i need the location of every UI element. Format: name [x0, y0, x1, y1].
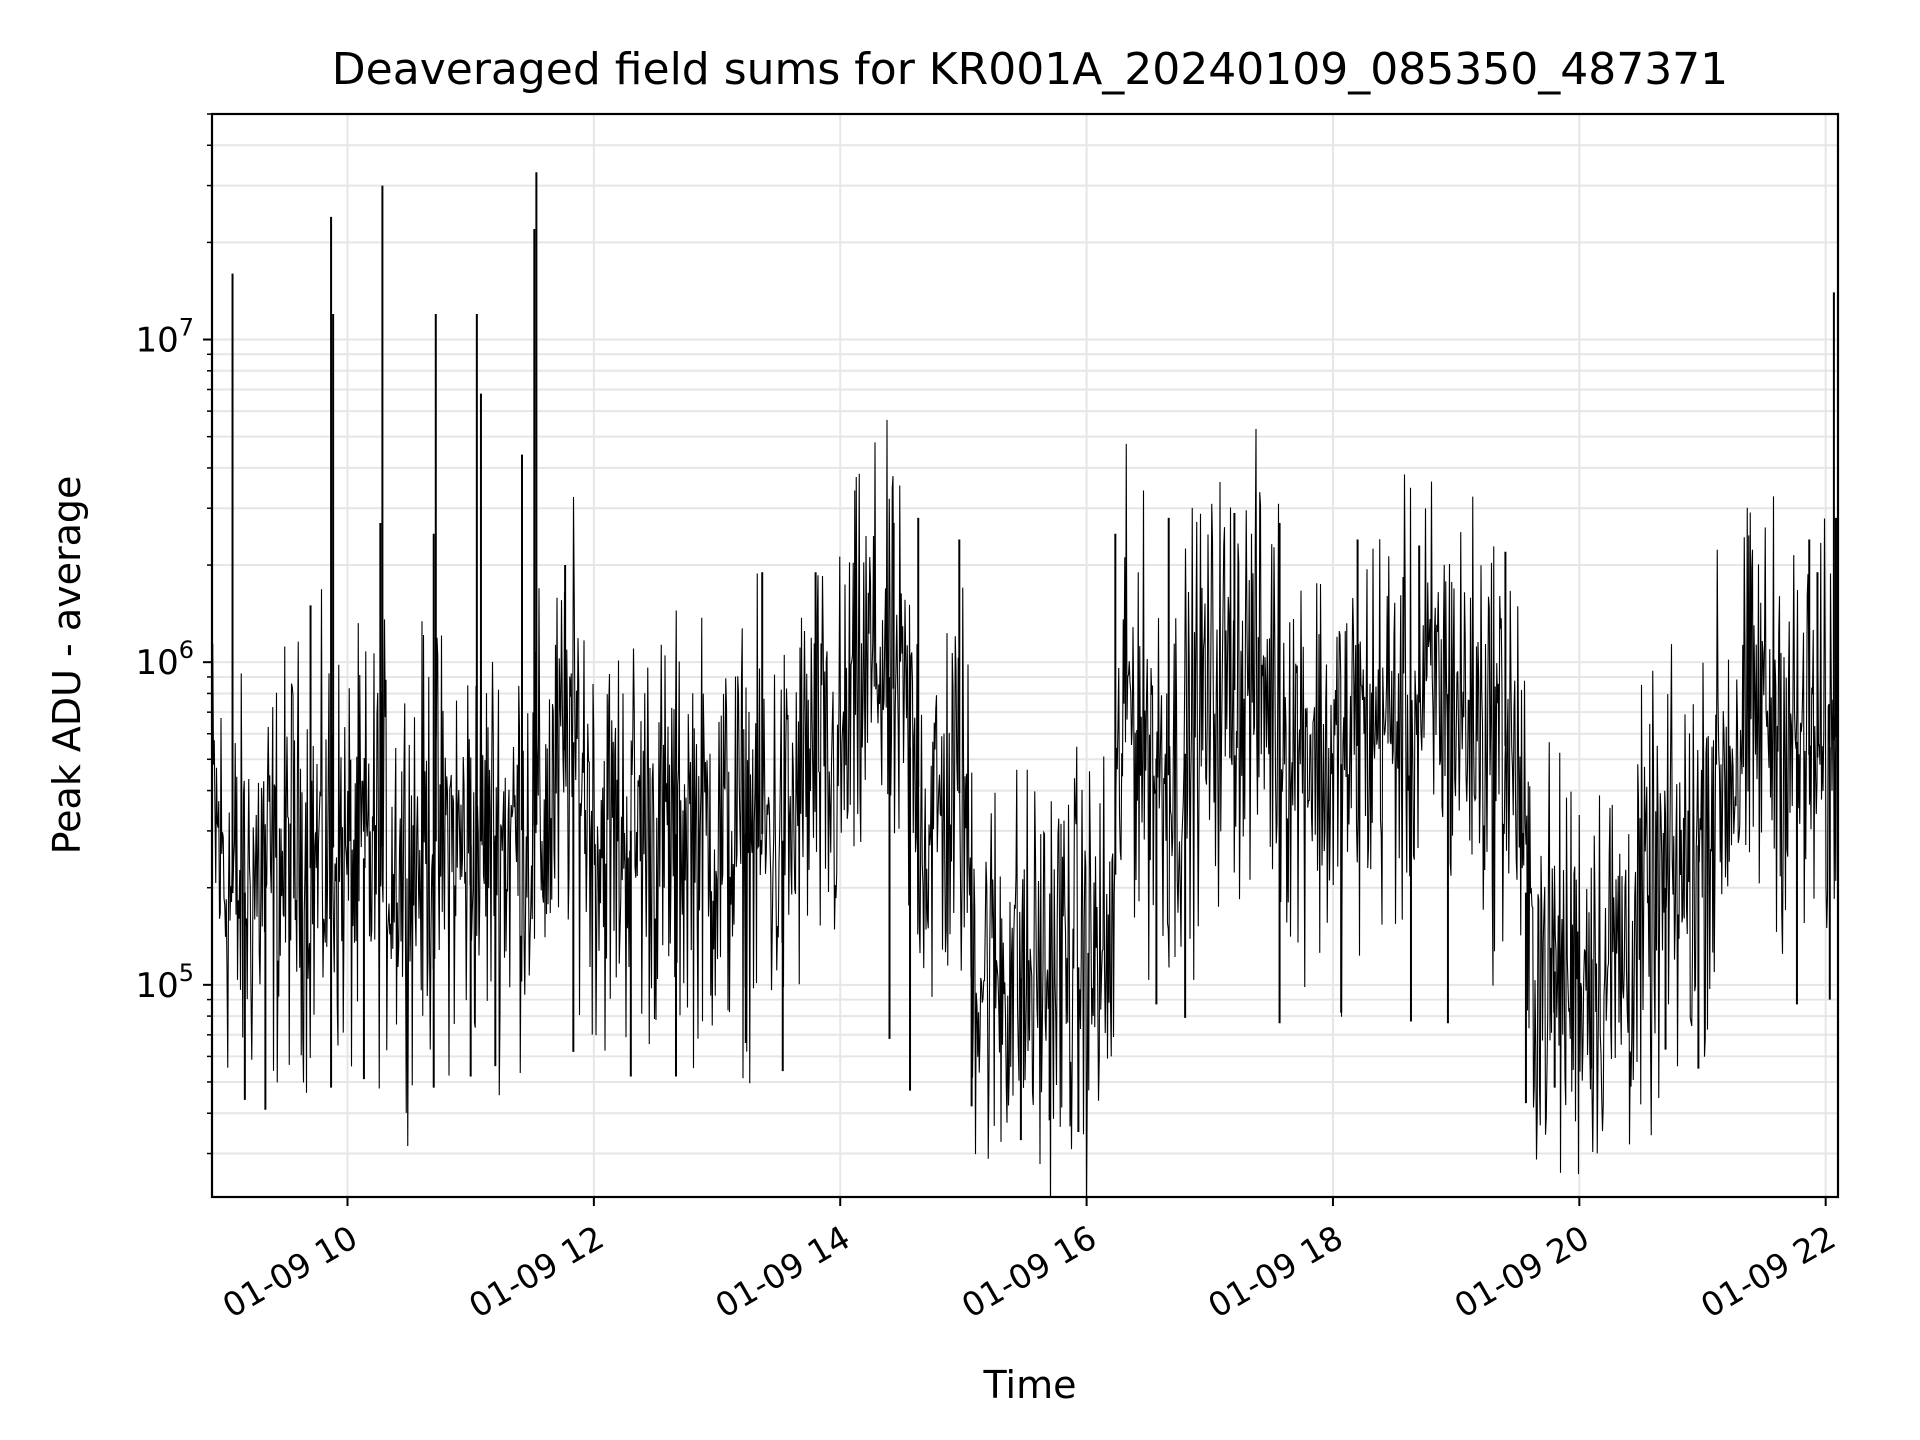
y-axis-label: Peak ADU - average: [45, 476, 89, 855]
data-series-group: [212, 163, 1838, 1197]
plot-frame: [210, 112, 1840, 1199]
y-tick-label: 107: [135, 314, 194, 361]
data-line: [212, 419, 1838, 1197]
x-axis-label: Time: [983, 1363, 1077, 1407]
series-group: [212, 163, 1838, 1197]
y-tick-label: 106: [135, 636, 194, 683]
chart-title: Deaveraged field sums for KR001A_2024010…: [332, 44, 1728, 95]
y-tick-label: 105: [135, 959, 194, 1006]
